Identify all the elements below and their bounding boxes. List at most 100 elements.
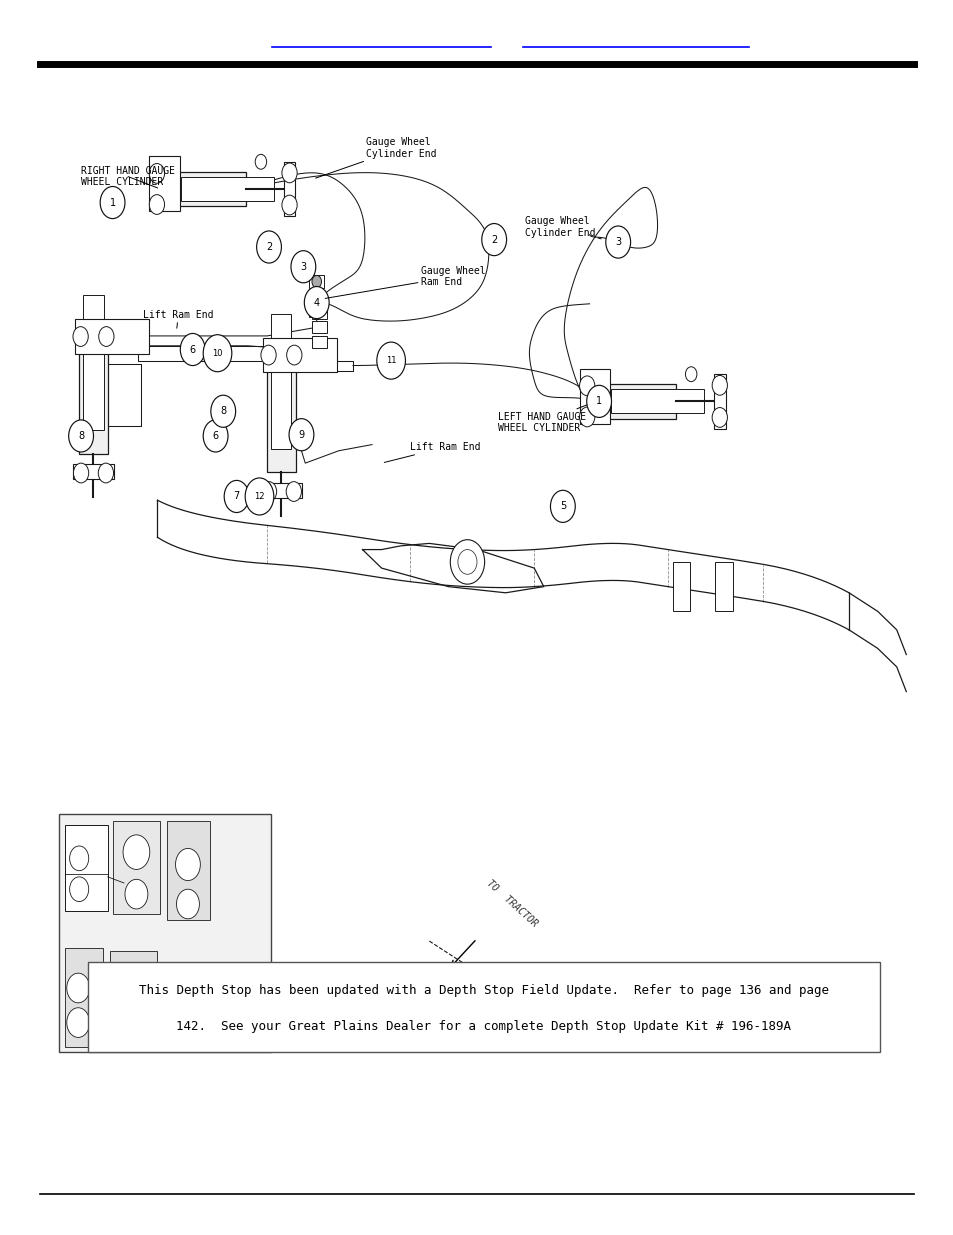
Circle shape [123,835,150,869]
Circle shape [286,482,301,501]
Bar [715,562,732,611]
Bar [65,825,108,911]
Circle shape [261,482,276,501]
Text: 2: 2 [266,242,272,252]
Circle shape [312,290,321,303]
Circle shape [586,385,611,417]
Text: Gauge Wheel
Cylinder End: Gauge Wheel Cylinder End [524,216,600,238]
Text: 6: 6 [190,345,195,354]
Circle shape [550,490,575,522]
Bar [262,337,336,373]
Text: 3: 3 [300,262,306,272]
Circle shape [149,195,164,215]
Bar [271,314,291,448]
Text: 11: 11 [385,356,396,366]
Bar [72,464,114,479]
Circle shape [73,463,89,483]
Text: RIGHT HAND GAUGE
WHEEL CYLINDER: RIGHT HAND GAUGE WHEEL CYLINDER [81,165,175,188]
Circle shape [256,231,281,263]
Bar [79,337,108,453]
Circle shape [70,877,89,902]
Circle shape [711,375,727,395]
Bar [167,821,210,920]
Circle shape [176,889,199,919]
Text: Gauge Wheel
Cylinder End: Gauge Wheel Cylinder End [315,137,436,178]
Text: 8: 8 [78,431,84,441]
Bar [59,814,271,1052]
Circle shape [281,163,296,183]
Circle shape [605,226,630,258]
Circle shape [100,186,125,219]
Circle shape [211,395,235,427]
Circle shape [260,346,275,366]
Bar [65,948,103,1047]
Bar [578,368,610,424]
Bar [312,321,327,333]
Circle shape [69,420,93,452]
Text: 12: 12 [253,492,265,501]
Circle shape [289,419,314,451]
Bar [672,562,689,611]
Text: 5: 5 [559,501,565,511]
Circle shape [450,540,484,584]
Text: 1: 1 [110,198,115,207]
Bar [70,834,103,902]
Bar [112,821,160,914]
Bar [260,483,302,498]
Circle shape [203,420,228,452]
Circle shape [255,154,267,169]
Text: 10: 10 [212,348,223,358]
Bar [110,951,157,1047]
Text: 7: 7 [233,492,239,501]
Circle shape [98,326,114,346]
Circle shape [125,879,148,909]
Text: 6: 6 [213,431,218,441]
Bar [309,305,324,317]
Circle shape [67,1008,90,1037]
Circle shape [122,978,145,1008]
Bar [88,962,879,1052]
Circle shape [312,275,321,288]
Bar [309,290,324,303]
Circle shape [291,251,315,283]
Circle shape [149,163,164,183]
Bar [181,177,274,201]
Bar [84,295,104,430]
Circle shape [481,224,506,256]
Text: 4: 4 [314,298,319,308]
Circle shape [304,287,329,319]
Circle shape [579,408,595,427]
Circle shape [312,305,321,317]
Bar [312,306,327,319]
Bar [713,374,724,429]
Text: 3: 3 [615,237,620,247]
Text: TO  TRACTOR: TO TRACTOR [484,878,538,929]
Text: 1: 1 [596,396,601,406]
Bar [309,275,324,288]
Text: LEFT HAND GAUGE
WHEEL CYLINDER: LEFT HAND GAUGE WHEEL CYLINDER [497,405,586,433]
Text: 9: 9 [298,430,304,440]
Circle shape [376,342,405,379]
Bar [611,389,703,414]
Circle shape [67,973,90,1003]
Circle shape [122,1013,145,1042]
Circle shape [203,335,232,372]
Bar [164,172,246,206]
Bar [283,162,295,216]
Circle shape [457,550,476,574]
Text: 8: 8 [220,406,226,416]
Circle shape [98,463,113,483]
Bar [595,384,675,419]
Circle shape [70,846,89,871]
Text: 142.  See your Great Plains Dealer for a complete Depth Stop Update Kit # 196-18: 142. See your Great Plains Dealer for a … [176,1020,790,1034]
Bar [267,356,295,472]
Circle shape [281,195,296,215]
Bar [74,319,149,353]
Text: Lift Ram End: Lift Ram End [384,442,480,462]
Bar [149,156,179,211]
Text: This Depth Stop has been updated with a Depth Stop Field Update.  Refer to page : This Depth Stop has been updated with a … [138,984,828,998]
Circle shape [72,326,89,346]
Bar [312,336,327,348]
Circle shape [175,848,200,881]
Circle shape [684,367,696,382]
